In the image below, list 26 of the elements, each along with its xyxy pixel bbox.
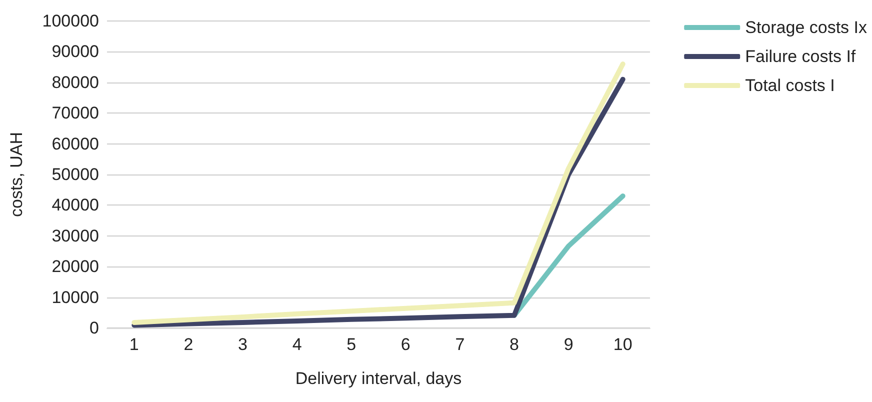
- legend-label: Storage costs Ix: [745, 18, 868, 37]
- x-tick-label: 10: [613, 335, 632, 354]
- x-tick-label: 5: [346, 335, 356, 354]
- y-tick-label: 40000: [52, 196, 99, 215]
- legend-label: Failure costs If: [745, 47, 856, 66]
- x-tick-label: 6: [400, 335, 410, 354]
- x-tick-label: 1: [129, 335, 139, 354]
- y-tick-label: 100000: [42, 12, 99, 30]
- x-axis-title: Delivery interval, days: [295, 369, 462, 388]
- x-tick-label: 7: [455, 335, 465, 354]
- y-tick-label: 60000: [52, 134, 99, 154]
- y-tick-label: 10000: [52, 288, 99, 307]
- x-tick-label: 3: [238, 335, 248, 354]
- x-tick-label: 2: [184, 335, 194, 354]
- y-tick-label: 20000: [52, 257, 99, 276]
- y-tick-label: 30000: [52, 226, 99, 246]
- y-tick-label: 80000: [52, 72, 99, 92]
- x-tick-label: 4: [292, 335, 302, 354]
- y-axis-title: costs, UAH: [7, 132, 26, 218]
- x-tick-label: 9: [564, 335, 574, 354]
- x-tick-label: 8: [510, 335, 519, 354]
- y-tick-label: 50000: [52, 165, 99, 184]
- y-tick-label: 90000: [52, 42, 99, 62]
- y-tick-label: 70000: [52, 104, 99, 123]
- legend-label: Total costs I: [745, 76, 835, 95]
- y-tick-label: 0: [90, 318, 99, 338]
